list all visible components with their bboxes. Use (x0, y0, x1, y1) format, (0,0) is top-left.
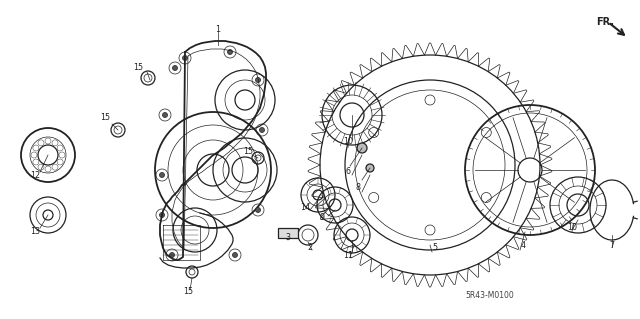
Text: 8: 8 (355, 183, 360, 192)
Circle shape (259, 128, 264, 132)
Text: 14: 14 (300, 204, 310, 212)
Text: 10: 10 (567, 224, 577, 233)
Text: 1: 1 (216, 26, 221, 34)
Text: 13: 13 (30, 227, 40, 236)
Bar (278, 228, 298, 238)
Circle shape (366, 164, 374, 172)
Circle shape (159, 212, 164, 218)
Text: 15: 15 (183, 287, 193, 296)
Circle shape (357, 143, 367, 153)
Text: FR.: FR. (596, 17, 614, 27)
Circle shape (159, 173, 164, 177)
Text: 9: 9 (319, 213, 324, 222)
Text: 12: 12 (30, 170, 40, 180)
Text: 2: 2 (307, 243, 312, 253)
Text: 5R43-M0100: 5R43-M0100 (466, 291, 515, 300)
Text: 4: 4 (520, 241, 525, 249)
Text: 7: 7 (609, 241, 614, 249)
Text: 15: 15 (133, 63, 143, 72)
Text: 11: 11 (343, 250, 353, 259)
Circle shape (170, 253, 175, 257)
Text: 10: 10 (343, 137, 353, 146)
Text: 6: 6 (346, 167, 351, 176)
Circle shape (173, 65, 177, 70)
Circle shape (255, 207, 260, 212)
Circle shape (163, 113, 168, 117)
Text: 15: 15 (100, 114, 110, 122)
Circle shape (232, 253, 237, 257)
Circle shape (182, 56, 188, 61)
Text: 3: 3 (285, 234, 291, 242)
Circle shape (227, 49, 232, 55)
Text: 5: 5 (433, 243, 438, 253)
Text: 15: 15 (243, 147, 253, 157)
Circle shape (255, 78, 260, 83)
